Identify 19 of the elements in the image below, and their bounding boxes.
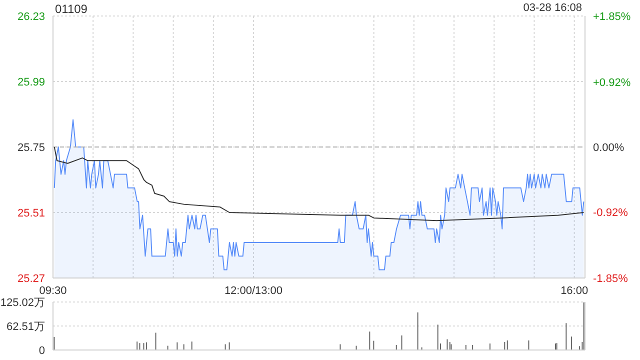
y-tick-label: 0 xyxy=(38,345,45,357)
x-tick-label: 12:00/13:00 xyxy=(224,284,283,297)
text: 03-28 16:08 xyxy=(523,2,582,14)
y-tick-label: 25.75 xyxy=(17,142,45,154)
y2-tick-label: -1.85% xyxy=(593,273,628,285)
line-series xyxy=(54,146,584,222)
y-tick-label: 25.27 xyxy=(17,273,45,285)
y-tick-label: 26.23 xyxy=(17,11,45,23)
y2-tick-label: +0.92% xyxy=(593,76,631,89)
x-tick-label: 09:30 xyxy=(39,284,67,297)
y2-tick-label: -0.92% xyxy=(593,207,628,220)
y2-tick-label: 0.00% xyxy=(593,142,624,154)
y-tick-label: 62.51万 xyxy=(6,321,45,333)
x-tick-label: 16:00 xyxy=(560,284,588,297)
chart-title: 01109 xyxy=(55,2,88,16)
y-tick-label: 25.99 xyxy=(17,76,45,88)
y2-tick-label: +1.85% xyxy=(593,11,631,23)
y-tick-label: 25.51 xyxy=(17,208,45,220)
y-tick-label: 125.02万 xyxy=(0,297,45,309)
